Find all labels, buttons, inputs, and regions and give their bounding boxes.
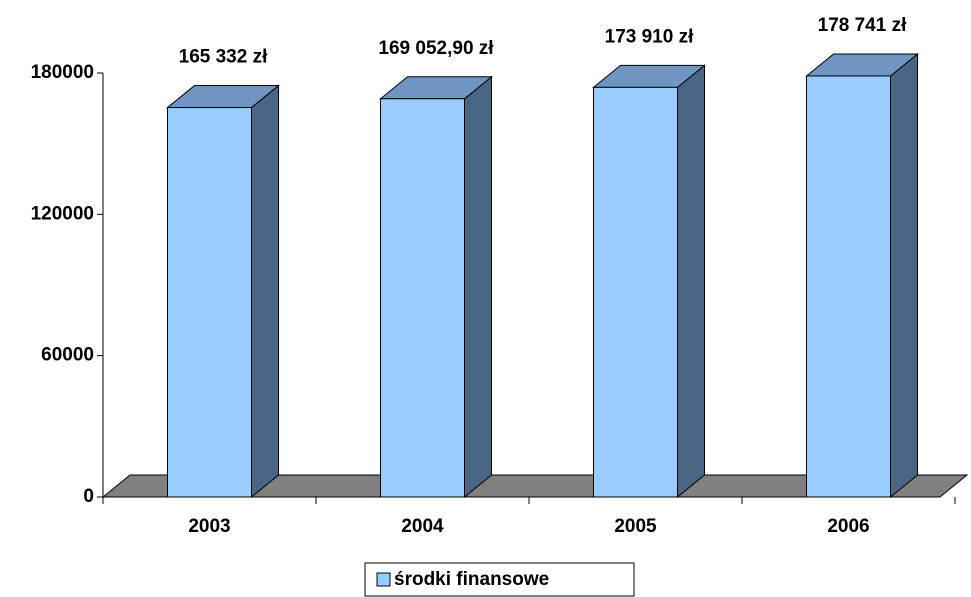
y-tick-label: 60000 xyxy=(41,345,94,366)
bar-side xyxy=(464,75,492,499)
y-tick-label: 180000 xyxy=(31,62,94,83)
value-label: 169 052,90 zł xyxy=(378,38,494,59)
y-tick-label: 0 xyxy=(83,486,94,507)
legend-swatch xyxy=(376,572,391,587)
x-tick-label: 2003 xyxy=(188,516,230,537)
bar-side xyxy=(890,52,918,499)
value-label: 173 910 zł xyxy=(605,26,694,47)
x-tick-label: 2004 xyxy=(401,516,444,537)
x-tick-label: 2006 xyxy=(827,516,869,537)
legend-box xyxy=(364,562,635,597)
value-label: 178 741 zł xyxy=(818,15,907,36)
bar-side xyxy=(677,64,705,499)
bar xyxy=(593,86,678,498)
bar xyxy=(167,107,252,498)
bar-side xyxy=(251,84,279,499)
bar xyxy=(380,98,465,498)
value-label: 165 332 zł xyxy=(179,47,268,68)
y-tick-label: 120000 xyxy=(31,203,94,224)
bar xyxy=(806,75,891,498)
legend-label: środki finansowe xyxy=(394,569,549,590)
x-tick-label: 2005 xyxy=(614,516,657,537)
